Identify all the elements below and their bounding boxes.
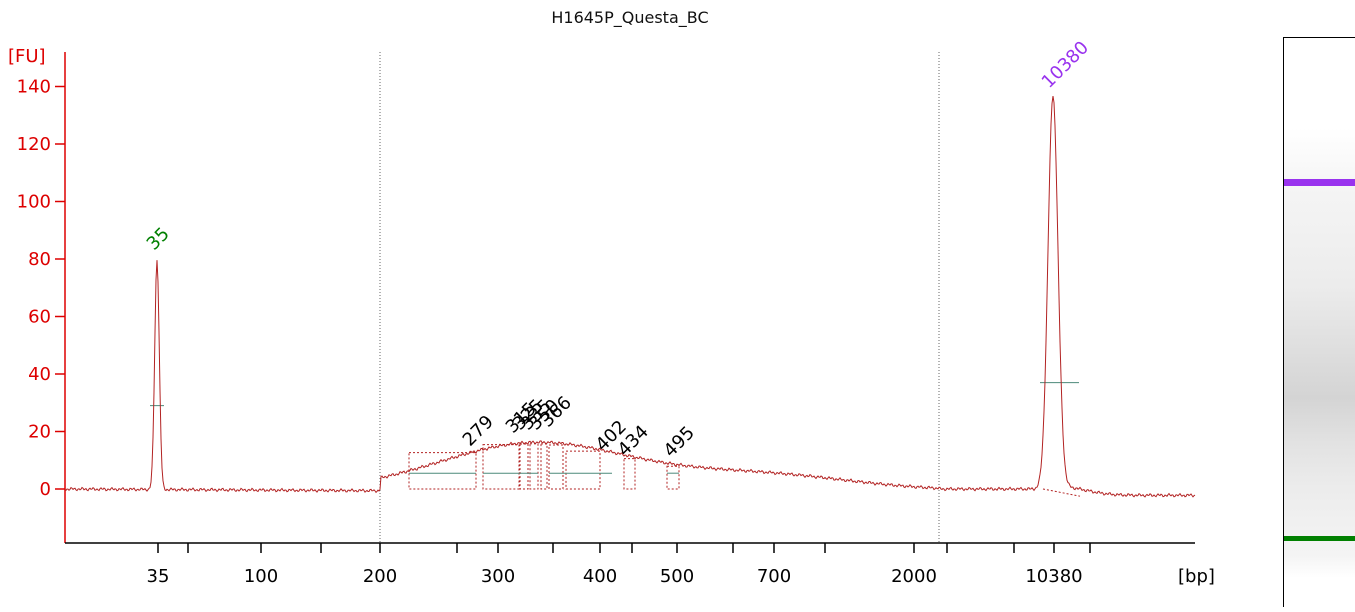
y-axis-ticks: 0 20 40 60 80 100 120 140: [17, 77, 65, 500]
x-tick-label: 2000: [891, 566, 937, 587]
lower-marker-band: [1284, 536, 1355, 541]
chart-title: H1645P_Questa_BC: [551, 8, 709, 27]
lower-marker-label: 35: [143, 223, 174, 254]
peak-region-box: [482, 444, 520, 490]
axes: [64, 52, 1195, 544]
peak-region-box: [565, 450, 601, 490]
peak-label: 495: [660, 422, 699, 461]
electropherogram-trace: [64, 96, 1196, 498]
y-tick-label: 0: [40, 479, 51, 500]
upper-marker-band: [1284, 179, 1355, 186]
virtual-gel-lane: [1283, 37, 1355, 607]
y-tick-label: 40: [28, 364, 51, 385]
x-axis-label: [bp]: [1178, 566, 1215, 587]
upper-marker-label: 10380: [1038, 37, 1093, 92]
peak-region-box: [540, 443, 548, 490]
y-tick-label: 80: [28, 249, 51, 270]
y-tick-label: 60: [28, 307, 51, 328]
y-tick-label: 20: [28, 422, 51, 443]
gel-image: [1284, 128, 1355, 578]
y-axis-label: [FU]: [8, 46, 46, 67]
x-tick-label: 700: [757, 566, 791, 587]
peak-region-box: [623, 458, 636, 490]
x-axis-ticks: 35 100 200 300 400 500 700 2000 10380: [147, 543, 1091, 587]
peak-region-box: [408, 452, 477, 490]
upper-marker-region: [1042, 488, 1081, 497]
x-tick-label: 10380: [1025, 566, 1082, 587]
x-tick-label: 400: [583, 566, 617, 587]
x-tick-label: 200: [363, 566, 397, 587]
x-tick-label: 35: [147, 566, 170, 587]
marker-guides: [379, 52, 940, 543]
y-tick-label: 100: [17, 192, 51, 213]
peak-region-box: [666, 465, 680, 490]
gel-smear: [1284, 128, 1355, 578]
electropherogram-plot: 0 20 40 60 80 100 120 140 35 100 200 300 400 500 700 2…: [8, 37, 1215, 587]
peak-region-box: [548, 444, 564, 490]
y-tick-label: 140: [17, 77, 51, 98]
peak-region-box: [519, 443, 529, 490]
x-tick-label: 100: [244, 566, 278, 587]
x-tick-label: 300: [481, 566, 515, 587]
y-tick-label: 120: [17, 134, 51, 155]
peak-region-box: [529, 443, 539, 490]
x-tick-label: 500: [660, 566, 694, 587]
